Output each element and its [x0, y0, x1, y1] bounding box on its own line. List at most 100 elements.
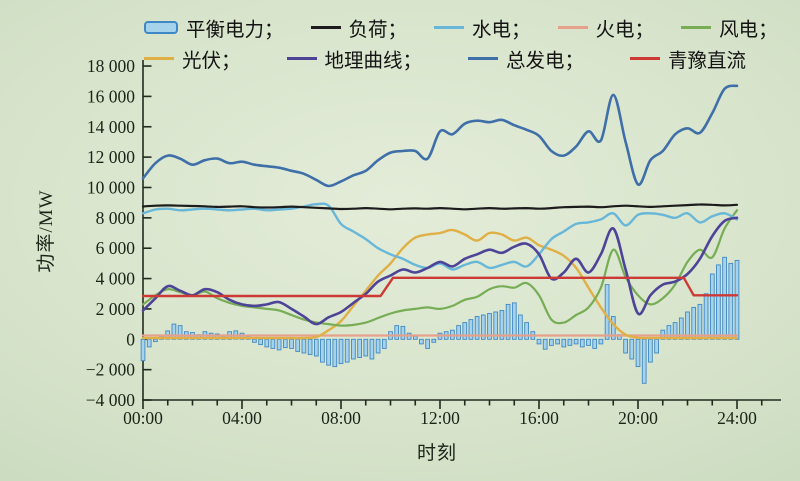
balance-bar: [456, 325, 461, 340]
y-tick-label: 12 000: [87, 147, 135, 167]
axes: [142, 60, 781, 409]
legend-item-dispatch: 地理曲线；: [286, 44, 423, 73]
balance-bar: [604, 284, 610, 340]
legend-item-balance: 平衡电力；: [144, 13, 284, 42]
balance-bar: [561, 338, 567, 348]
x-axis-title: 时刻: [416, 443, 457, 464]
balance-bar: [728, 262, 734, 340]
balance-bar: [592, 338, 598, 349]
balance-bar: [375, 338, 381, 354]
balance-bar: [499, 310, 505, 340]
line-wind: [141, 209, 739, 327]
balance-bar: [394, 325, 400, 340]
x-tick-label: 20:00: [618, 408, 658, 428]
legend-item-load: 负荷；: [310, 13, 408, 42]
balance-bar: [425, 338, 430, 349]
balance-bar: [703, 293, 709, 340]
pv-swatch-icon: [144, 57, 174, 60]
legend-item-dc: 青豫直流: [630, 44, 746, 73]
line-hydro: [141, 202, 739, 271]
balance-bar: [295, 338, 301, 352]
balance-bar: [462, 322, 468, 340]
balance-swatch-icon: [144, 21, 178, 34]
y-tick-label: 16 000: [87, 86, 135, 106]
balance-bar: [555, 338, 560, 345]
balance-bar: [400, 325, 406, 340]
balance-bar: [518, 314, 523, 340]
balance-bar: [338, 338, 344, 365]
balance-bar: [487, 313, 492, 340]
legend-item-total: 总发电；: [468, 44, 584, 73]
y-tick-label: 10 000: [87, 177, 135, 197]
balance-bar: [654, 338, 659, 354]
balance-bar: [579, 338, 585, 348]
balance-bar: [697, 303, 703, 340]
balance-bar: [734, 259, 740, 340]
tick-labels: 18 000 16 000 14 000 12 000 10 000 8 000 6 000…: [86, 56, 757, 428]
legend-label-hydro: 水电；: [472, 20, 531, 41]
balance-bar: [344, 338, 350, 363]
balance-bar: [412, 335, 418, 340]
balance-bar: [524, 322, 529, 340]
balance-bar: [474, 316, 480, 340]
balance-bar: [573, 338, 579, 345]
legend-label-thermal: 火电；: [595, 20, 655, 41]
balance-bar: [480, 314, 486, 340]
y-tick-label: −4 000: [86, 390, 135, 410]
legend-row-0: 平衡电力； 负荷； 水电； 火电； 风电；: [144, 12, 794, 43]
balance-bar: [648, 338, 653, 363]
legend-item-thermal: 火电；: [557, 13, 655, 42]
balance-bar: [511, 302, 517, 340]
y-tick-label: 14 000: [87, 117, 135, 137]
balance-bar: [252, 338, 257, 343]
balance-bar: [542, 338, 548, 350]
balance-bar: [270, 338, 276, 349]
balance-bars: [140, 256, 740, 384]
balance-bar: [709, 273, 715, 340]
balance-bar: [140, 338, 146, 362]
legend-label-load: 负荷；: [348, 20, 408, 41]
balance-bar: [282, 338, 288, 349]
legend-label-pv: 光伏；: [182, 51, 241, 72]
x-tick-label: 04:00: [222, 408, 262, 428]
balance-bar: [505, 303, 511, 340]
balance-bar: [320, 338, 325, 363]
dc-swatch-icon: [630, 57, 661, 60]
balance-bar: [307, 338, 313, 355]
balance-bar: [301, 338, 307, 354]
y-tick-label: 4 000: [96, 269, 136, 289]
hydro-swatch-icon: [434, 26, 465, 29]
balance-bar: [641, 338, 647, 384]
thermal-swatch-icon: [557, 26, 588, 29]
balance-bar: [419, 338, 424, 345]
line-dispatch: [141, 216, 739, 326]
line-pv: [141, 228, 739, 340]
legend-label-balance: 平衡电力；: [186, 20, 284, 41]
balance-bar: [536, 338, 542, 345]
balance-bar: [716, 264, 721, 340]
balance-bar: [313, 338, 319, 357]
legend-item-hydro: 水电；: [434, 13, 531, 42]
line-load: [141, 203, 739, 211]
legend-item-wind: 风电；: [681, 13, 778, 42]
balance-bar: [610, 316, 616, 340]
balance-bar: [722, 256, 727, 340]
total-swatch-icon: [468, 57, 499, 60]
balance-bar: [629, 338, 635, 360]
y-axis-title: 功率/MW: [36, 189, 57, 273]
balance-bar: [276, 338, 282, 351]
y-tick-label: −2 000: [86, 360, 135, 380]
x-tick-label: 12:00: [420, 408, 460, 428]
balance-bar: [493, 311, 499, 340]
balance-bar: [332, 338, 338, 368]
legend-label-dispatch: 地理曲线；: [324, 51, 423, 72]
x-tick-label: 00:00: [123, 408, 163, 428]
x-tick-label: 16:00: [519, 408, 559, 428]
dispatch-swatch-icon: [286, 57, 317, 60]
balance-bar: [264, 338, 270, 348]
balance-bar: [381, 338, 387, 349]
y-tick-label: 18 000: [87, 56, 135, 76]
x-tick-label: 24:00: [717, 408, 757, 428]
y-tick-label: 8 000: [96, 208, 136, 228]
